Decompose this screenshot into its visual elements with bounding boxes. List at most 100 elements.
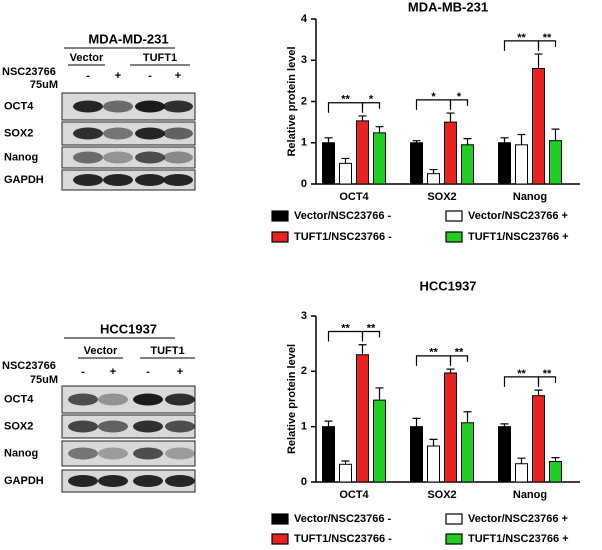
y-axis-label: Relative protein level (286, 344, 298, 454)
legend-swatch (271, 533, 289, 545)
bar (339, 463, 352, 483)
error-bar (551, 128, 560, 141)
error-bar (463, 138, 472, 145)
bar (373, 132, 386, 185)
blot-band (133, 475, 163, 487)
blot-band (68, 393, 98, 406)
error-bar (517, 457, 526, 464)
blot-band (98, 447, 128, 460)
error-bar (534, 53, 543, 69)
blot-sign: + (115, 70, 121, 82)
blot-band (73, 174, 103, 186)
blot-row-label: Nanog (4, 151, 38, 163)
y-tick-label: 1 (301, 421, 307, 433)
x-tick-label: Nanog (513, 489, 547, 501)
blot-band (98, 420, 128, 433)
error-bar (375, 126, 384, 133)
error-bar (500, 423, 509, 427)
bar (532, 68, 545, 185)
legend-label: Vector/NSC23766 - (294, 513, 392, 525)
bar (339, 162, 352, 185)
y-axis-label: Relative protein level (286, 46, 298, 156)
blot-band (68, 420, 98, 433)
error-bar (358, 115, 367, 121)
x-tick-label: OCT4 (339, 191, 369, 203)
error-bar (551, 457, 560, 462)
legend-label: TUFT1/NSC23766 - (294, 231, 392, 243)
blot-band (103, 100, 133, 113)
blot-band (133, 447, 163, 460)
blot-row-label: Nanog (4, 447, 38, 459)
blot-row-label: OCT4 (4, 393, 34, 405)
bar (322, 426, 335, 483)
blot-row-label: OCT4 (4, 100, 34, 112)
legend-swatch (271, 231, 289, 243)
legend-swatch (445, 231, 463, 243)
blot-band (98, 475, 128, 487)
bar (498, 142, 511, 185)
blot-treatment: NSC23766 (2, 66, 56, 78)
significance-bracket (537, 40, 557, 51)
blot-row-label: GAPDH (4, 174, 44, 186)
bar (461, 422, 474, 483)
bar (410, 426, 423, 483)
error-bar (324, 137, 333, 143)
bar (322, 142, 335, 185)
blot-band (165, 447, 195, 460)
blot-treatment: 75uM (30, 79, 58, 91)
x-tick-label: OCT4 (339, 489, 369, 501)
error-bar (341, 460, 350, 465)
error-bar (412, 417, 421, 427)
blot-band (133, 420, 163, 433)
blot-band (163, 127, 193, 140)
significance-bracket (537, 376, 557, 387)
blot-sign: - (86, 70, 90, 82)
significance-label: * (457, 91, 462, 103)
error-bar (446, 368, 455, 373)
blot-band (103, 174, 133, 186)
significance-label: ** (341, 94, 350, 106)
significance-label: ** (517, 32, 526, 44)
blot-band (165, 475, 195, 487)
blot-band (165, 420, 195, 433)
blot-group-label: Vector (70, 52, 104, 64)
bar (427, 445, 440, 483)
blot-band (135, 100, 165, 113)
legend-label: Vector/NSC23766 + (468, 210, 568, 222)
legend-label: TUFT1/NSC23766 + (468, 533, 569, 545)
blot-group-label: Vector (84, 345, 118, 357)
blot-sign: - (148, 70, 152, 82)
legend-label: Vector/NSC23766 - (294, 210, 392, 222)
significance-label: ** (517, 368, 526, 380)
error-bar (429, 438, 438, 447)
bar (356, 120, 369, 185)
error-bar (446, 112, 455, 123)
blot-band (135, 127, 165, 140)
legend-swatch (445, 513, 463, 525)
significance-bracket (449, 355, 469, 366)
legend-swatch (445, 210, 463, 222)
significance-label: * (431, 91, 436, 103)
significance-label: ** (341, 322, 350, 334)
significance-label: ** (543, 32, 552, 44)
y-tick-label: 2 (301, 365, 307, 377)
bar (515, 463, 528, 483)
blot-band (163, 100, 193, 113)
blot-band (165, 393, 195, 406)
blot-band (73, 100, 103, 113)
blot-band (163, 174, 193, 186)
blot-band (135, 151, 165, 164)
bar (549, 461, 562, 483)
x-tick-label: Nanog (513, 191, 547, 203)
blot-title: HCC1937 (100, 321, 157, 336)
blot-group-label: TUFT1 (150, 345, 184, 357)
significance-label: ** (429, 347, 438, 359)
bar (427, 173, 440, 185)
error-bar (324, 420, 333, 427)
legend-swatch (445, 533, 463, 545)
legend-swatch (271, 210, 289, 222)
bar (498, 426, 511, 483)
error-bar (534, 389, 543, 396)
error-bar (463, 411, 472, 423)
significance-bracket (361, 330, 381, 342)
